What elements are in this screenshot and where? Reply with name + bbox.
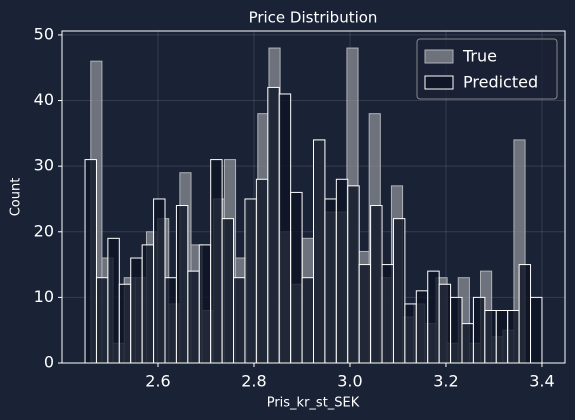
histogram-bar: [484, 310, 497, 364]
histogram-bar: [233, 277, 246, 364]
x-axis-label: Pris_kr_st_SEK: [267, 396, 360, 411]
histogram-bar: [255, 178, 269, 364]
histogram-bar: [461, 323, 474, 364]
histogram-bar: [95, 277, 109, 364]
histogram-bar: [244, 198, 257, 364]
y-tick-label: 0: [44, 353, 54, 372]
histogram-bar: [335, 178, 349, 364]
histogram-bar: [347, 185, 360, 364]
histogram-bar: [198, 244, 212, 364]
chart-title: Price Distribution: [249, 9, 378, 27]
histogram-bar: [221, 218, 235, 364]
histogram-bar: [153, 198, 166, 364]
histogram-bar: [324, 198, 337, 364]
y-tick-label: 50: [34, 24, 54, 43]
histogram-bar: [301, 277, 314, 364]
y-tick-label: 10: [34, 287, 54, 306]
histogram-bar: [381, 264, 394, 364]
histogram-bar: [175, 205, 189, 364]
y-tick-label: 40: [34, 90, 54, 109]
histogram-bar: [130, 257, 143, 364]
y-tick-label: 30: [34, 156, 54, 175]
x-tick-label: 3.0: [337, 372, 362, 391]
histogram-bar: [118, 283, 132, 364]
y-tick-label: 20: [34, 221, 54, 240]
histogram-bar: [438, 283, 452, 364]
histogram-bar: [267, 86, 280, 364]
histogram-bar: [141, 244, 155, 364]
histogram-bar: [472, 296, 486, 364]
histogram-bar: [404, 303, 417, 364]
x-tick-label: 3.2: [433, 372, 458, 391]
legend-label: True: [462, 47, 497, 66]
histogram-bar: [450, 296, 463, 364]
x-tick-label: 3.4: [529, 372, 554, 391]
histogram-bar: [358, 264, 372, 364]
histogram-bar: [530, 296, 543, 364]
histogram-bar: [187, 270, 200, 364]
histogram-bar: [370, 205, 383, 364]
legend-label: Predicted: [463, 73, 538, 92]
histogram-bar: [415, 290, 429, 364]
histogram-bar: [518, 264, 532, 364]
histogram-bar: [278, 93, 292, 364]
histogram-bar: [107, 237, 120, 364]
x-tick-label: 2.8: [241, 372, 266, 391]
y-axis-label: Count: [9, 178, 24, 217]
histogram-bar: [392, 218, 406, 364]
plot-frame: [61, 30, 566, 364]
histogram-bar: [210, 159, 223, 364]
histogram-bar: [290, 191, 303, 364]
legend-swatch: [424, 49, 454, 64]
histogram-bar: [313, 139, 326, 364]
histogram-bar: [427, 270, 440, 364]
histogram-bar: [507, 310, 520, 364]
histogram-bar: [495, 310, 509, 364]
histogram-bar: [164, 277, 177, 364]
legend-swatch: [424, 75, 454, 90]
histogram-bar: [84, 159, 97, 364]
x-tick-label: 2.6: [145, 372, 170, 391]
